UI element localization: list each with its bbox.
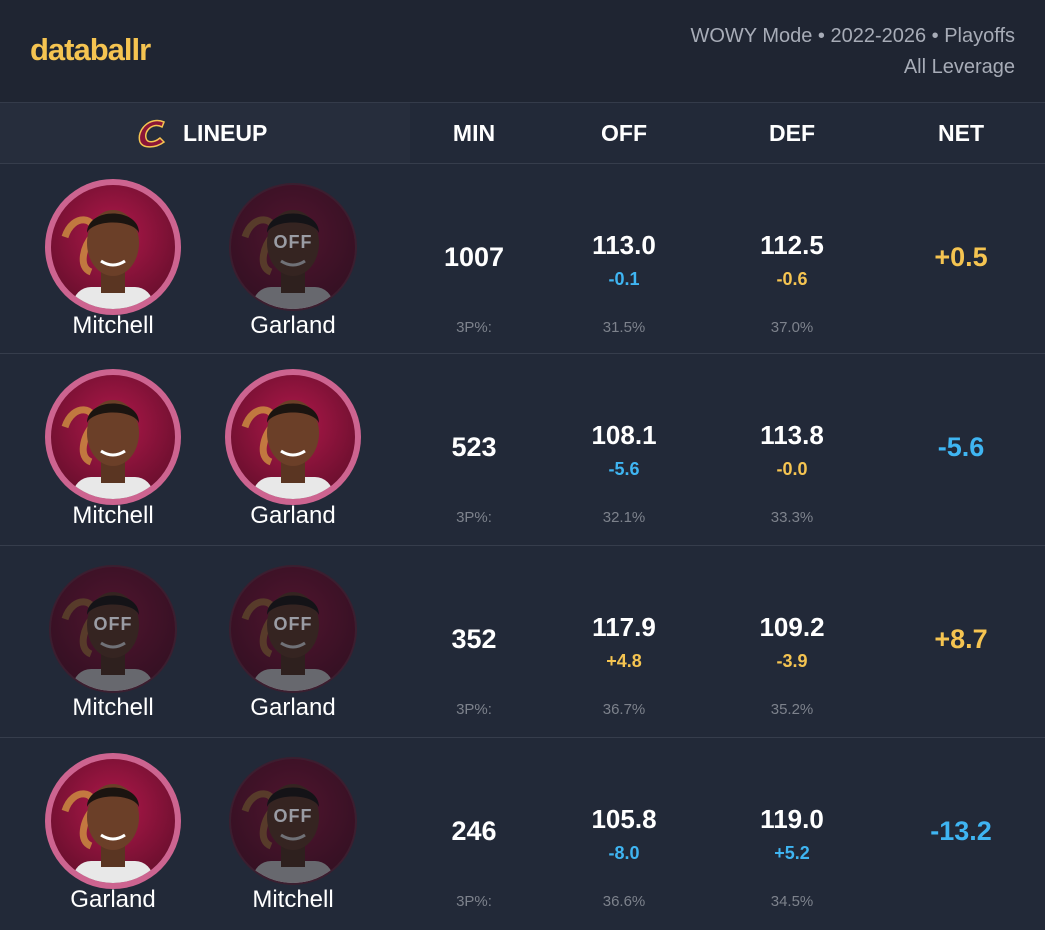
logo: databallr: [30, 32, 151, 67]
off-rating: 105.8: [591, 804, 657, 834]
off-rating: 108.1: [591, 420, 657, 450]
minutes: 246: [451, 816, 497, 846]
def-3p: 35.2%: [770, 701, 814, 718]
column-header: DEF: [769, 120, 815, 146]
minutes: 523: [451, 432, 497, 462]
player-name: Mitchell: [72, 312, 154, 339]
player-avatar: [223, 559, 363, 699]
table-row: OFF Mitchell OFF Garland 352 117.9 109.2 +4.8 -…: [0, 545, 1045, 738]
filter: All Leverage: [903, 56, 1015, 78]
player-name: Mitchell: [252, 886, 334, 913]
def-rating: 113.8: [760, 420, 824, 450]
player-name: Garland: [250, 502, 336, 529]
def-diff: -3.9: [776, 651, 808, 671]
player-avatar: [43, 751, 183, 891]
minutes: 1007: [443, 242, 505, 272]
def-diff: -0.0: [776, 459, 808, 479]
def-diff: -0.6: [776, 269, 808, 289]
off-badge: OFF: [273, 614, 313, 634]
table-row: Garland OFF Mitchell 246 105.8 119.0 -8.0 +5.2…: [0, 737, 1045, 930]
player-name: Mitchell: [72, 502, 154, 529]
def-diff: +5.2: [774, 843, 810, 863]
player-name: Garland: [70, 886, 156, 913]
net-rating: +8.7: [934, 624, 988, 654]
table-row: Mitchell Garland 523 108.1 113.8 -5.6 -0.0 -5.…: [0, 353, 1045, 546]
off-diff: -8.0: [608, 843, 640, 863]
def-3p: 34.5%: [770, 893, 814, 910]
player-avatar: [223, 751, 363, 891]
off-rating: 117.9: [592, 612, 656, 642]
player-avatar: [43, 177, 183, 317]
player-avatar: [223, 367, 363, 507]
off-3p: 32.1%: [602, 509, 646, 526]
def-rating: 112.5: [760, 230, 824, 260]
column-header: MIN: [452, 120, 496, 146]
lineup-header-bg: [0, 103, 410, 163]
three-label: 3P%:: [456, 893, 492, 910]
player-avatar: [43, 367, 183, 507]
off-badge: OFF: [93, 614, 133, 634]
off-diff: -5.6: [608, 459, 640, 479]
net-rating: +0.5: [934, 242, 988, 272]
column-header: NET: [938, 120, 984, 146]
player-name: Garland: [250, 312, 336, 339]
table-row: Mitchell OFF Garland 1007 113.0 112.5 -0.1 -0.…: [0, 163, 1045, 356]
net-rating: -5.6: [937, 432, 985, 462]
player-avatar: [43, 559, 183, 699]
minutes: 352: [451, 624, 497, 654]
def-rating: 119.0: [760, 804, 824, 834]
team-logo: [138, 119, 166, 148]
off-rating: 113.0: [592, 230, 656, 260]
off-badge: OFF: [273, 806, 313, 826]
def-3p: 37.0%: [770, 319, 814, 336]
three-label: 3P%:: [456, 701, 492, 718]
off-diff: +4.8: [606, 651, 642, 671]
player-avatar: [223, 177, 363, 317]
off-3p: 31.5%: [602, 319, 646, 336]
off-badge: OFF: [273, 232, 313, 252]
column-header: LINEUP: [183, 120, 268, 146]
def-3p: 33.3%: [770, 509, 814, 526]
off-3p: 36.6%: [602, 893, 646, 910]
net-rating: -13.2: [930, 816, 992, 846]
off-diff: -0.1: [608, 269, 640, 289]
player-name: Garland: [250, 694, 336, 721]
three-label: 3P%:: [456, 319, 492, 336]
player-name: Mitchell: [72, 694, 154, 721]
filter: WOWY Mode • 2022-2026 • Playoffs: [690, 25, 1015, 47]
three-label: 3P%:: [456, 509, 492, 526]
off-3p: 36.7%: [602, 701, 646, 718]
column-header: OFF: [601, 120, 647, 146]
header: databallr WOWY Mode • 2022-2026 • Playof…: [0, 0, 1045, 103]
def-rating: 109.2: [759, 612, 825, 642]
